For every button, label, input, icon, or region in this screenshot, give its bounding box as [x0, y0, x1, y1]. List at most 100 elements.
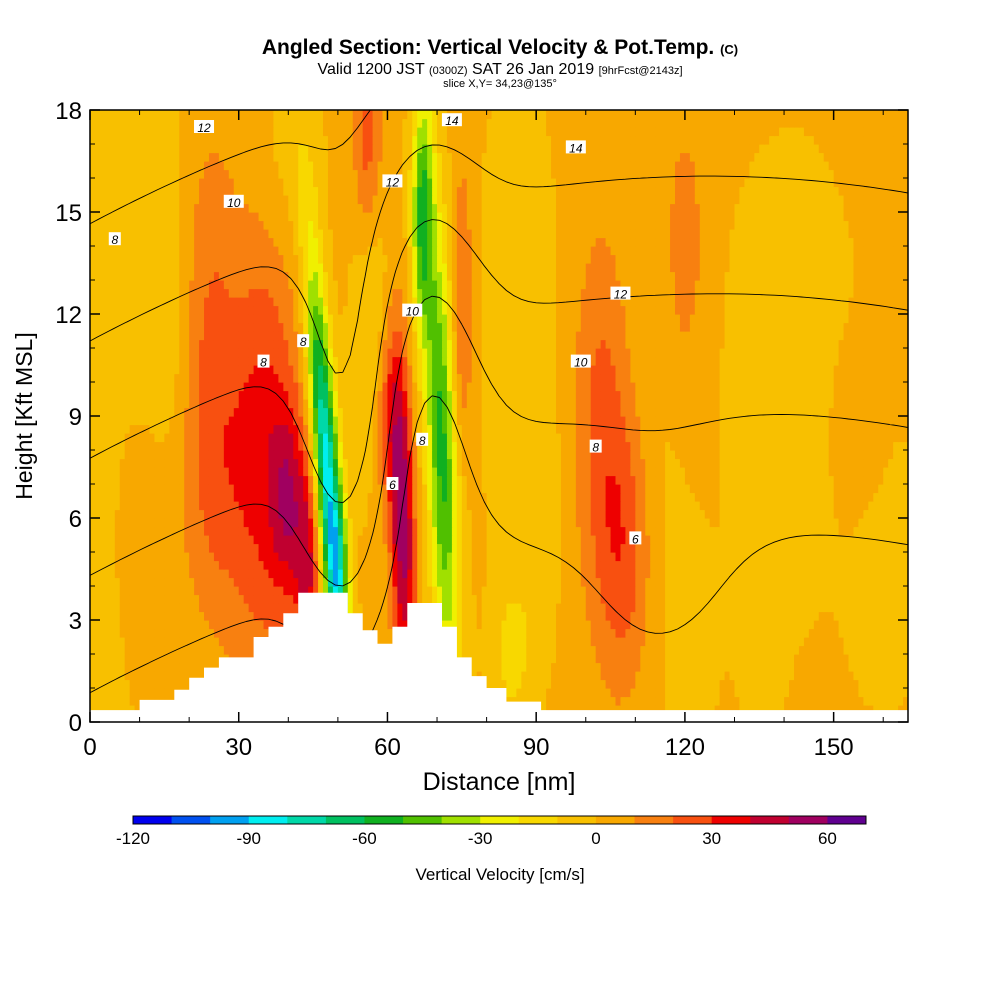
velocity-cell [828, 569, 835, 579]
velocity-cell [491, 569, 498, 579]
velocity-cell [144, 577, 151, 587]
velocity-cell [268, 620, 275, 630]
velocity-cell [610, 611, 617, 621]
velocity-cell [739, 671, 745, 681]
velocity-cell [313, 577, 319, 587]
chart-title: Angled Section: Vertical Velocity & Pot.… [0, 36, 1000, 60]
velocity-cell [774, 637, 780, 647]
velocity-cell [694, 552, 701, 562]
velocity-cell [655, 569, 661, 579]
velocity-cell [585, 603, 592, 613]
velocity-cell [461, 569, 468, 579]
velocity-cell [625, 518, 631, 528]
velocity-cell [556, 484, 562, 494]
velocity-cell [551, 535, 557, 545]
velocity-cell [174, 492, 180, 502]
velocity-cell [199, 620, 205, 630]
velocity-cell [511, 492, 517, 502]
velocity-cell [204, 611, 210, 621]
velocity-cell [456, 535, 463, 545]
velocity-cell [793, 586, 800, 596]
velocity-cell [739, 535, 745, 545]
velocity-cell [506, 518, 512, 528]
velocity-cell [679, 620, 686, 630]
velocity-cell [189, 577, 195, 587]
velocity-cell [600, 705, 607, 715]
velocity-cell [253, 535, 260, 545]
velocity-cell [347, 509, 354, 519]
velocity-cell [139, 611, 146, 621]
velocity-cell [516, 475, 522, 485]
velocity-cell [823, 484, 830, 494]
velocity-cell [779, 586, 785, 596]
velocity-cell [258, 475, 265, 485]
velocity-cell [754, 603, 760, 613]
velocity-cell [189, 628, 195, 638]
velocity-cell [124, 560, 131, 570]
velocity-cell [699, 603, 706, 613]
velocity-cell [556, 603, 562, 613]
velocity-cell [94, 620, 101, 630]
velocity-cell [818, 467, 825, 477]
velocity-cell [575, 535, 582, 545]
velocity-cell [258, 594, 265, 604]
velocity-cell [357, 535, 364, 545]
velocity-cell [491, 518, 498, 528]
velocity-cell [94, 518, 101, 528]
velocity-cell [164, 628, 170, 638]
velocity-cell [625, 586, 631, 596]
velocity-cell [199, 637, 205, 647]
velocity-cell [248, 492, 255, 502]
velocity-cell [278, 543, 284, 553]
velocity-cell [605, 535, 612, 545]
velocity-cell [818, 594, 825, 604]
velocity-cell [486, 620, 493, 630]
velocity-cell [164, 688, 170, 698]
velocity-cell [789, 560, 795, 570]
velocity-cell [789, 594, 795, 604]
velocity-cell [204, 467, 210, 477]
velocity-cell [709, 535, 716, 545]
velocity-cell [744, 543, 750, 553]
velocity-cell [139, 501, 146, 511]
velocity-cell [164, 475, 170, 485]
velocity-cell [377, 620, 384, 630]
velocity-cell [114, 645, 121, 655]
velocity-cell [744, 688, 750, 698]
velocity-cell [223, 535, 230, 545]
velocity-cell [868, 611, 874, 621]
velocity-cell [441, 611, 448, 621]
velocity-cell [610, 535, 617, 545]
velocity-cell [377, 611, 384, 621]
velocity-cell [679, 696, 686, 706]
velocity-cell [149, 654, 156, 664]
velocity-cell [273, 552, 279, 562]
velocity-cell [298, 560, 304, 570]
velocity-cell [808, 654, 815, 664]
velocity-cell [853, 560, 860, 570]
velocity-cell [397, 577, 403, 587]
velocity-cell [476, 560, 483, 570]
velocity-cell [689, 696, 696, 706]
velocity-cell [784, 662, 790, 672]
velocity-cell [724, 696, 731, 706]
velocity-cell [699, 492, 706, 502]
velocity-cell [283, 518, 289, 528]
velocity-cell [744, 484, 750, 494]
velocity-cell [164, 526, 170, 536]
velocity-cell [303, 501, 309, 511]
velocity-cell [134, 509, 141, 519]
velocity-cell [397, 509, 403, 519]
velocity-cell [521, 552, 527, 562]
velocity-cell [759, 509, 765, 519]
velocity-cell [595, 526, 602, 536]
velocity-cell [526, 679, 532, 689]
velocity-cell [511, 696, 517, 706]
velocity-cell [228, 560, 235, 570]
velocity-cell [565, 475, 572, 485]
velocity-cell [476, 509, 483, 519]
velocity-cell [412, 594, 418, 604]
velocity-cell [863, 620, 869, 630]
velocity-cell [516, 654, 522, 664]
velocity-cell [471, 603, 478, 613]
